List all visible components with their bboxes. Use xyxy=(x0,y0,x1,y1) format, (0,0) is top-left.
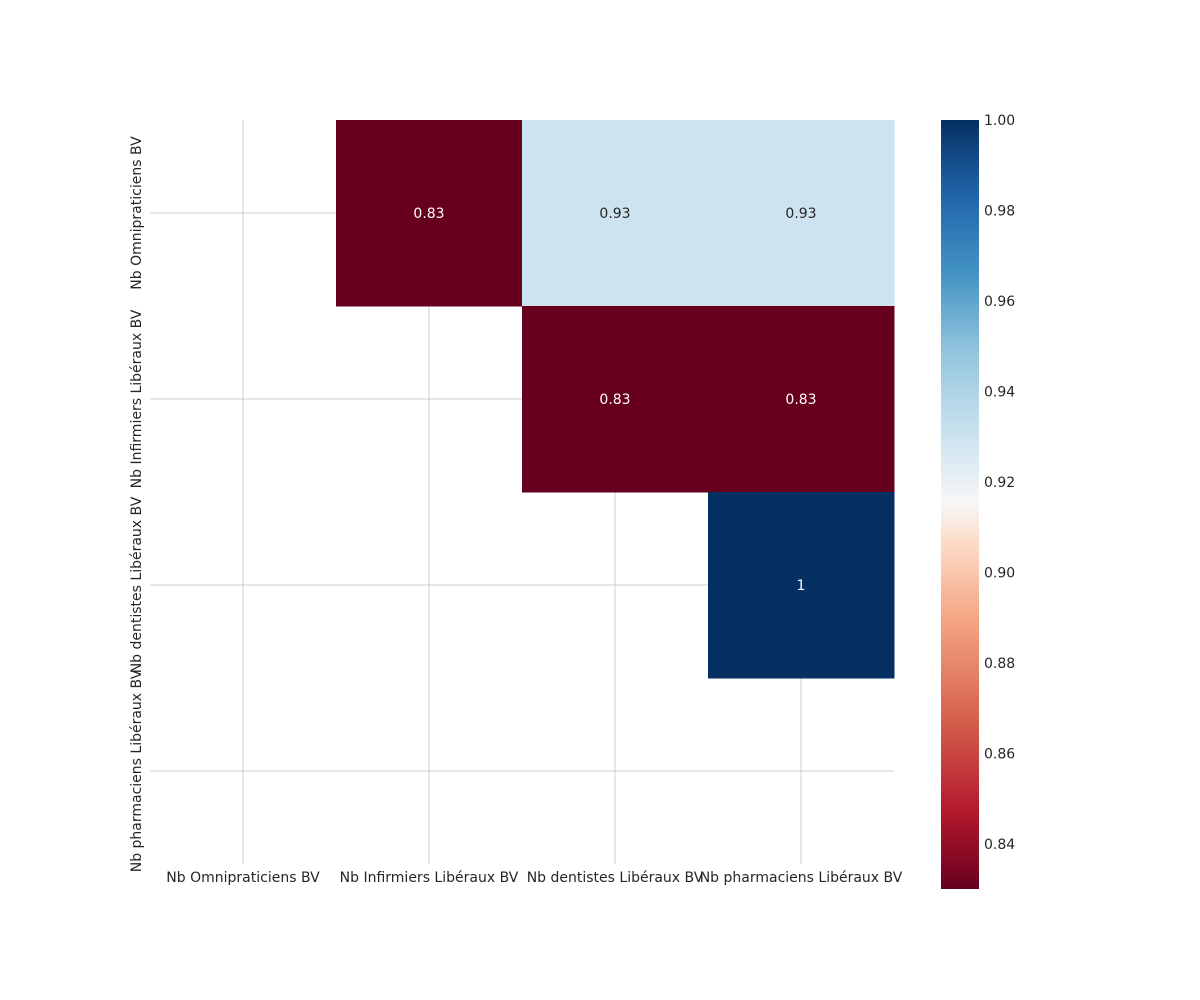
colorbar-tick-label: 0.94 xyxy=(984,384,1015,400)
colorbar-tick-label: 0.92 xyxy=(984,475,1015,491)
colorbar-tick-label: 0.84 xyxy=(984,837,1015,853)
colorbar-tick-label: 0.90 xyxy=(984,565,1015,581)
cell-value-label: 0.93 xyxy=(599,206,630,222)
colorbar-tick-label: 0.88 xyxy=(984,656,1015,672)
colorbar-tick-label: 0.96 xyxy=(984,294,1015,310)
y-tick-label: Nb pharmaciens Libéraux BV xyxy=(129,669,145,872)
cell-value-label: 0.93 xyxy=(785,206,816,222)
x-tick-labels: Nb Omnipraticiens BV Nb Infirmiers Libéra… xyxy=(166,870,902,886)
heatmap-cell xyxy=(522,306,709,493)
heatmap-cell xyxy=(708,492,895,679)
colorbar-tick-label: 1.00 xyxy=(984,113,1015,129)
heatmap-cell xyxy=(708,306,895,493)
colorbar-tick-label: 0.86 xyxy=(984,746,1015,762)
colorbar: 0.84 0.86 0.88 0.90 0.92 0.94 0.96 0.98 1.00 xyxy=(941,113,1015,889)
colorbar-tick-label: 0.98 xyxy=(984,203,1015,219)
heatmap-cell xyxy=(708,120,895,307)
x-tick-label: Nb Omnipraticiens BV xyxy=(166,870,320,886)
cell-value-labels: 0.83 0.93 0.93 0.83 0.83 1 xyxy=(413,206,816,594)
y-tick-label: Nb Infirmiers Libéraux BV xyxy=(129,309,145,488)
y-tick-labels: Nb Omnipraticiens BV Nb Infirmiers Libéra… xyxy=(129,136,145,872)
y-tick-label: Nb Omnipraticiens BV xyxy=(129,136,145,290)
colorbar-gradient xyxy=(941,120,979,889)
x-tick-label: Nb Infirmiers Libéraux BV xyxy=(340,870,519,886)
cell-value-label: 1 xyxy=(797,578,806,594)
cell-value-label: 0.83 xyxy=(785,392,816,408)
heatmap-cell xyxy=(522,120,709,307)
heatmap-cell xyxy=(336,120,523,307)
heatmap-cells xyxy=(336,120,895,679)
y-tick-label: Nb dentistes Libéraux BV xyxy=(129,496,145,673)
x-tick-label: Nb dentistes Libéraux BV xyxy=(527,870,704,886)
cell-value-label: 0.83 xyxy=(413,206,444,222)
x-tick-label: Nb pharmaciens Libéraux BV xyxy=(700,870,903,886)
cell-value-label: 0.83 xyxy=(599,392,630,408)
